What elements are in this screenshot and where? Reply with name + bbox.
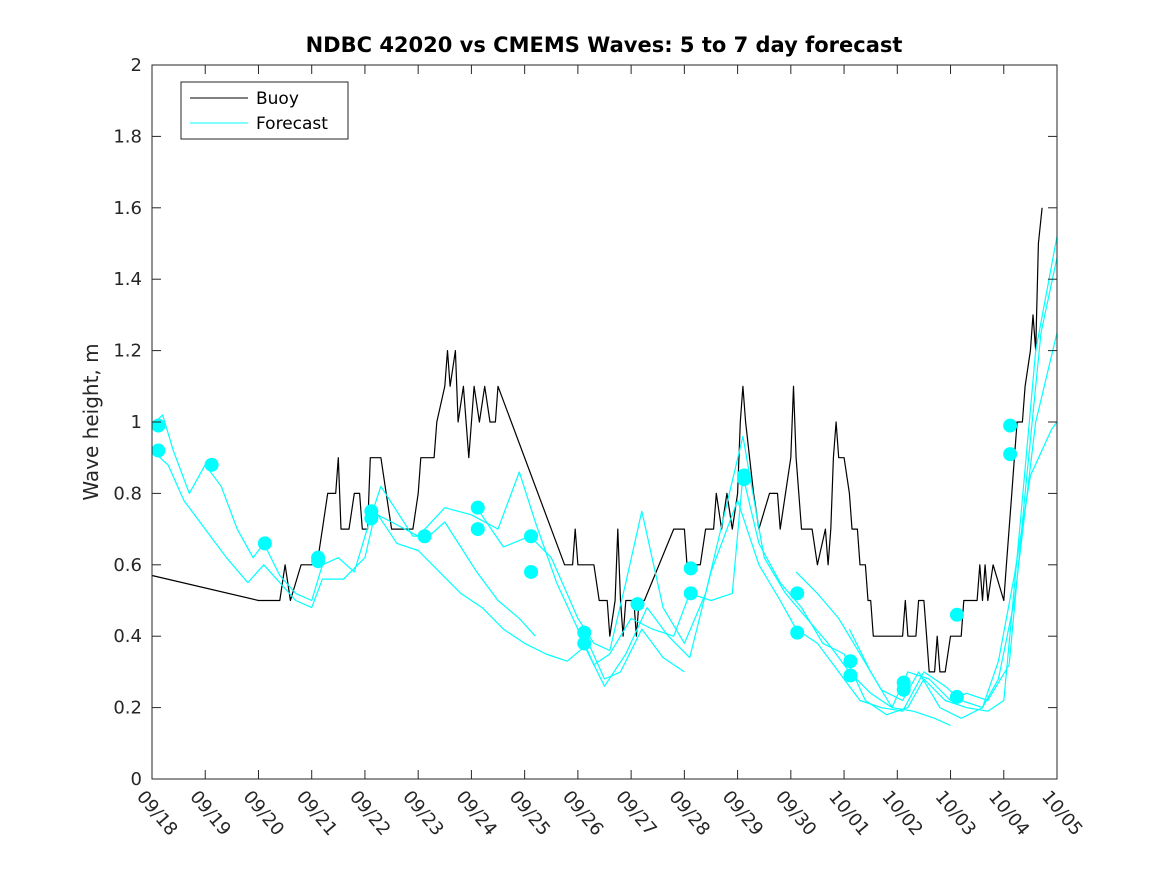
y-axis-label: Wave height, m [79,343,103,500]
x-tick-label: 09/18 [132,787,181,840]
legend-forecast-label: Forecast [256,114,328,134]
y-tick-label: 0 [131,769,142,790]
forecast-marker [949,607,964,622]
x-tick-label: 09/25 [505,787,554,840]
y-tick-label: 1.8 [113,126,142,147]
forecast-marker [577,625,592,640]
forecast-marker [470,500,485,515]
forecast-marker [151,443,166,458]
x-tick-label: 09/24 [452,787,501,840]
y-tick-label: 1 [131,412,142,433]
y-tick-label: 0.6 [113,555,142,576]
plot-area [152,65,1057,779]
forecast-line-5 [582,332,1058,712]
forecast-marker [683,586,698,601]
y-tick-label: 1.6 [113,198,142,219]
x-tick-label: 09/20 [239,787,288,840]
x-tick-label: 09/29 [718,787,767,840]
forecast-marker [843,668,858,683]
forecast-marker [470,522,485,537]
forecast-marker [577,636,592,651]
forecast-marker [364,511,379,526]
forecast-marker [204,457,219,472]
y-tick-label: 0.4 [113,626,142,647]
forecast-line-7 [848,628,951,727]
legend: Buoy Forecast [180,81,349,140]
forecast-line-6 [795,421,1058,719]
forecast-marker [896,682,911,697]
forecast-marker [736,472,751,487]
forecast-marker [417,529,432,544]
x-tick-label: 09/22 [345,787,394,840]
forecast-marker [524,564,539,579]
y-tick-label: 2 [131,55,142,76]
x-tick-label: 09/28 [665,787,714,840]
x-tick-label: 09/26 [558,787,607,840]
forecast-marker [257,536,272,551]
forecast-marker [151,418,166,433]
y-tick-label: 1.2 [113,341,142,362]
forecast-marker [1003,447,1018,462]
x-tick-label: 09/21 [292,787,341,840]
x-tick-label: 09/23 [398,787,447,840]
x-tick-label: 10/04 [984,787,1033,840]
x-tick-label: 10/03 [931,787,980,840]
chart-title: NDBC 42020 vs CMEMS Waves: 5 to 7 day fo… [306,33,903,57]
x-tick-label: 09/27 [611,787,660,840]
x-tick-label: 10/05 [1037,787,1086,840]
forecast-marker [1003,418,1018,433]
forecast-line-2 [151,450,685,680]
forecast-marker [311,554,326,569]
y-tick-label: 1.4 [113,269,142,290]
forecast-marker [790,625,805,640]
y-tick-label: 0.2 [113,698,142,719]
forecast-marker [630,597,645,612]
buoy-line [151,207,1043,673]
y-tick-label: 0.8 [113,483,142,504]
marker-layer [151,418,1018,704]
forecast-marker [790,586,805,601]
legend-box [180,81,349,140]
forecast-marker [949,689,964,704]
x-tick-label: 09/30 [771,787,820,840]
forecast-marker [683,561,698,576]
legend-buoy-label: Buoy [256,89,299,109]
forecast-marker [843,654,858,669]
x-tick-label: 10/02 [877,787,926,840]
x-tick-label: 09/19 [185,787,234,840]
x-tick-label: 10/01 [824,787,873,840]
forecast-line-3 [370,236,1058,716]
forecast-marker [524,529,539,544]
